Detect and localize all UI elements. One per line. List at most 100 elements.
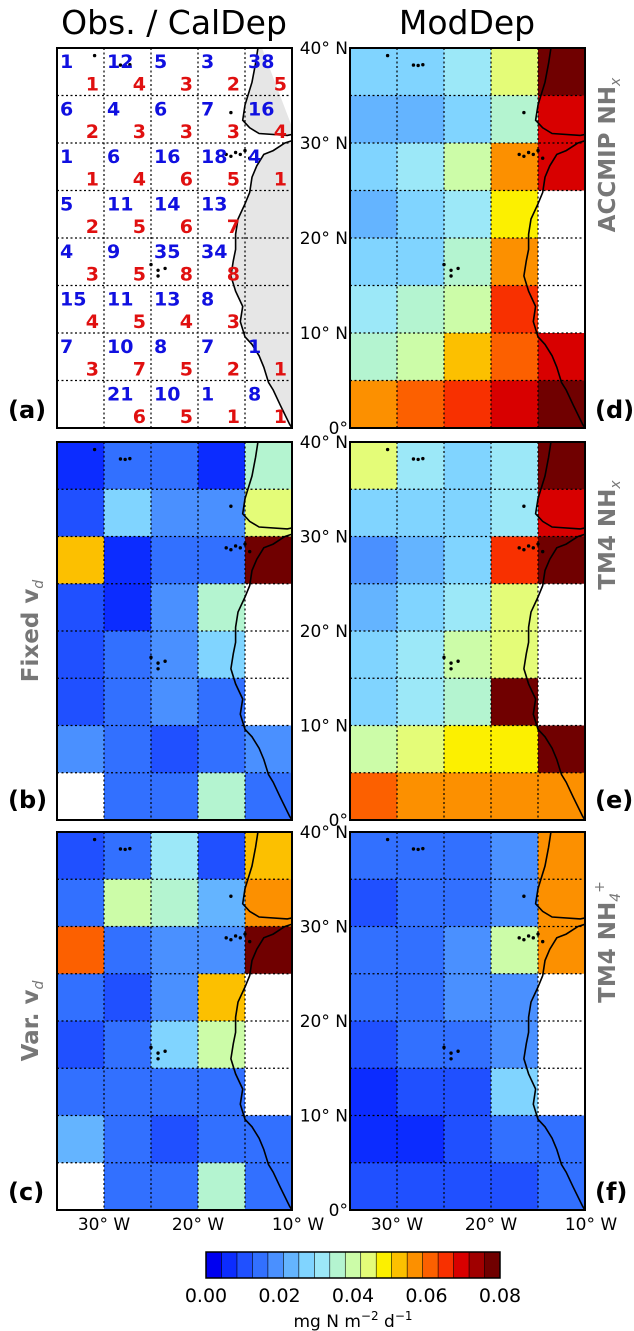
colorbar-swatch bbox=[407, 1252, 424, 1278]
lat-tick-label: 10° N bbox=[300, 717, 348, 737]
panel-d bbox=[350, 48, 585, 428]
panel-e bbox=[350, 442, 585, 820]
obs-count: 16 bbox=[154, 146, 180, 168]
colorbar-swatch bbox=[221, 1252, 238, 1278]
island-dot bbox=[411, 847, 416, 851]
cell-f-r5-c4 bbox=[538, 1068, 585, 1116]
lat-tick-label: 30° N bbox=[300, 528, 348, 548]
cell-d-r5-c2 bbox=[444, 285, 492, 334]
colorbar-swatch bbox=[267, 1252, 284, 1278]
cell-b-r5-c1 bbox=[104, 678, 152, 726]
side-label-c-main: Var. v bbox=[18, 990, 44, 1062]
colorbar-label-main: mg N m bbox=[293, 1312, 360, 1331]
cell-e-r4-c0 bbox=[350, 631, 398, 679]
cell-e-r2-c0 bbox=[350, 536, 398, 585]
cell-d-r0-c0 bbox=[350, 48, 398, 96]
cell-c-r2-c3 bbox=[198, 926, 246, 975]
cell-d-r2-c0 bbox=[350, 143, 398, 191]
panel-frame-b bbox=[56, 441, 293, 821]
cell-b-r0-c4 bbox=[245, 442, 292, 490]
island-dot bbox=[421, 63, 425, 67]
cell-c-r0-c4 bbox=[245, 832, 292, 880]
island-dot bbox=[229, 548, 233, 552]
colorbar-label-unit: d bbox=[379, 1312, 395, 1331]
panel-frame-c bbox=[56, 831, 293, 1211]
cell-d-r3-c2 bbox=[444, 190, 492, 239]
island-dot bbox=[233, 150, 238, 155]
island-dot bbox=[526, 934, 531, 938]
island-dot bbox=[156, 1051, 160, 1055]
cell-b-r6-c3 bbox=[198, 725, 246, 774]
island-dot bbox=[229, 504, 233, 508]
cell-f-r6-c1 bbox=[397, 1115, 445, 1164]
obs-count: 16 bbox=[248, 99, 274, 121]
island-dot bbox=[229, 894, 233, 898]
island-dot bbox=[156, 268, 160, 272]
island-dot bbox=[522, 548, 526, 552]
lat-tick-label: 30° N bbox=[300, 918, 348, 938]
cell-e-r1-c3 bbox=[491, 489, 539, 537]
side-label-e-main: TM4 NH bbox=[595, 489, 621, 590]
cell-e-r0-c3 bbox=[491, 442, 539, 490]
cell-c-r6-c1 bbox=[104, 1115, 152, 1164]
caldep-count: 5 bbox=[133, 264, 146, 286]
cell-d-r1-c4 bbox=[538, 95, 585, 144]
island-dot bbox=[442, 1045, 446, 1050]
cell-f-r0-c0 bbox=[350, 832, 398, 880]
island-dot bbox=[238, 936, 242, 940]
cell-f-r2-c2 bbox=[444, 926, 492, 975]
cell-c-r5-c0 bbox=[57, 1068, 105, 1116]
cell-d-r6-c2 bbox=[444, 333, 492, 381]
side-label-f-main: TM4 NH bbox=[595, 902, 621, 1003]
caldep-count: 5 bbox=[227, 169, 240, 191]
cell-b-r3-c2 bbox=[151, 583, 199, 632]
caldep-count: 4 bbox=[86, 311, 99, 333]
cell-d-r6-c1 bbox=[397, 333, 445, 381]
side-label-f: TM4 NH4+ bbox=[592, 881, 624, 1003]
cell-d-r1-c1 bbox=[397, 95, 445, 144]
cell-d-r0-c3 bbox=[491, 48, 539, 96]
coastline bbox=[230, 442, 292, 820]
cell-d-r2-c1 bbox=[397, 143, 445, 191]
cell-e-r6-c2 bbox=[444, 725, 492, 774]
cell-e-r6-c3 bbox=[491, 725, 539, 774]
obs-count: 1 bbox=[60, 146, 73, 168]
island-dot bbox=[449, 268, 453, 272]
cell-f-r0-c3 bbox=[491, 832, 539, 880]
cell-b-r5-c2 bbox=[151, 678, 199, 726]
island-dot bbox=[163, 266, 167, 271]
island-dot bbox=[456, 266, 460, 271]
island-dot bbox=[541, 156, 545, 160]
island-dot bbox=[442, 655, 446, 660]
cell-e-r6-c0 bbox=[350, 725, 398, 774]
island-dot bbox=[416, 63, 420, 68]
island-dot bbox=[526, 544, 531, 548]
lon-tick-label: 10° W bbox=[272, 1215, 325, 1235]
island-dot bbox=[449, 274, 453, 278]
obs-count: 10 bbox=[107, 336, 133, 358]
cell-e-r3-c3 bbox=[491, 583, 539, 632]
colorbar-swatch bbox=[298, 1252, 315, 1278]
colorbar-swatch bbox=[391, 1252, 408, 1278]
caldep-count: 3 bbox=[180, 74, 193, 96]
caldep-count: 2 bbox=[227, 74, 240, 96]
lat-tick-label: 0° bbox=[329, 811, 348, 831]
cell-c-r4-c1 bbox=[104, 1021, 152, 1069]
column-header-left: Obs. / CalDep bbox=[61, 3, 287, 42]
cell-f-r1-c0 bbox=[350, 879, 398, 927]
island-dot bbox=[163, 659, 167, 663]
cell-b-r3-c4 bbox=[245, 583, 292, 632]
cell-f-r6-c3 bbox=[491, 1115, 539, 1164]
caldep-count: 5 bbox=[180, 406, 193, 428]
cell-d-r0-c4 bbox=[538, 48, 585, 96]
cell-c-r4-c3 bbox=[198, 1021, 246, 1069]
cell-e-r4-c4 bbox=[538, 631, 585, 679]
island-dot bbox=[522, 154, 526, 158]
cell-b-r7-c1 bbox=[104, 772, 152, 820]
cell-b-r2-c0 bbox=[57, 536, 105, 585]
obs-count: 6 bbox=[107, 146, 120, 168]
cell-c-r4-c2 bbox=[151, 1021, 199, 1069]
lat-tick-label: 20° N bbox=[300, 1012, 348, 1032]
island-dot bbox=[522, 504, 526, 508]
island-dot bbox=[531, 546, 535, 550]
